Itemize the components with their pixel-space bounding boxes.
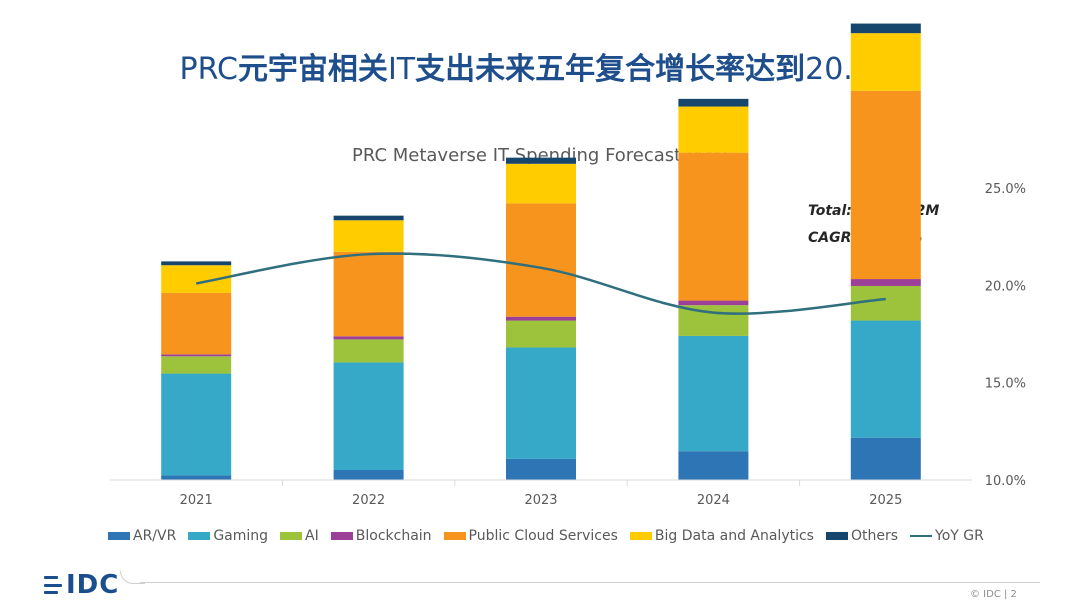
y-tick-label: 25.0% <box>985 182 1026 197</box>
bar-ai-2022 <box>333 339 404 363</box>
bar-others-2022 <box>333 215 404 221</box>
legend-item: YoY GR <box>910 528 984 544</box>
legend-label: Big Data and Analytics <box>654 528 814 544</box>
title-it: IT <box>387 52 416 87</box>
legend-swatch-ar-vr <box>108 532 130 540</box>
logo-mark-icon <box>44 576 62 594</box>
y-tick-label: 20.0% <box>985 279 1026 294</box>
bar-big-data-and-analytics-2023 <box>506 163 576 204</box>
yoy-growth-line <box>195 252 886 315</box>
bar-ar-vr-2022 <box>333 470 404 480</box>
bar-public-cloud-services-2023 <box>506 203 576 317</box>
legend-label: YoY GR <box>935 528 984 544</box>
bar-big-data-and-analytics-2025 <box>850 33 921 91</box>
axis-layer: 2021 2022 2023 2024 2025 25.0% 20.0% 15.0% 10.0% <box>110 182 1026 508</box>
bar-blockchain-2021 <box>161 354 232 357</box>
footer-note: © IDC | 2 <box>970 589 1017 600</box>
bar-others-2025 <box>850 23 921 34</box>
legend-swatch-others <box>825 532 848 540</box>
legend-label: Public Cloud Services <box>468 528 618 544</box>
title-growth: 支出未来五年复合增长率达到 <box>415 52 806 87</box>
legend-label: Others <box>850 528 899 544</box>
bar-others-2024 <box>678 98 749 107</box>
legend-label: Gaming <box>213 528 269 544</box>
bar-blockchain-2022 <box>333 336 404 340</box>
legend-swatch-ai <box>280 532 303 540</box>
bar-ai-2025 <box>850 285 921 321</box>
bar-ar-vr-2025 <box>850 437 921 480</box>
bar-others-2021 <box>161 261 232 266</box>
chart-title: PRC Metaverse IT Spending Forecast ($M) <box>351 145 728 166</box>
bar-gaming-2022 <box>333 362 404 471</box>
x-tick-label: 2021 <box>180 493 213 508</box>
chart-svg: 2021 2022 2023 2024 2025 25.0% 20.0% 15.0% 10.0% <box>110 23 1026 508</box>
bar-big-data-and-analytics-2024 <box>678 106 749 153</box>
bar-big-data-and-analytics-2022 <box>333 220 404 252</box>
page-number: 2 <box>1010 589 1017 600</box>
bar-blockchain-2025 <box>850 279 921 286</box>
legend-item: Blockchain <box>330 528 432 544</box>
x-tick-label: 2024 <box>697 493 730 508</box>
bar-public-cloud-services-2022 <box>333 251 404 337</box>
bar-gaming-2025 <box>850 320 921 438</box>
line-layer <box>195 252 886 315</box>
title-metaverse: 元宇宙相关 <box>237 52 388 87</box>
legend-label: Blockchain <box>355 528 432 544</box>
legend-swatch-public-cloud <box>443 532 466 540</box>
bar-blockchain-2024 <box>678 300 749 306</box>
bar-public-cloud-services-2024 <box>678 152 749 301</box>
footer-line <box>140 582 1040 583</box>
title-prc: PRC <box>179 52 238 87</box>
x-tick-label: 2022 <box>352 493 385 508</box>
copyright: © IDC <box>970 589 1001 600</box>
bar-others-2023 <box>506 157 576 164</box>
legend-item: Big Data and Analytics <box>629 528 814 544</box>
logo-text: IDC <box>66 570 120 600</box>
bars-layer <box>161 23 921 480</box>
legend-label: AR/VR <box>133 528 177 544</box>
bar-gaming-2024 <box>678 335 749 452</box>
bar-public-cloud-services-2021 <box>161 292 232 355</box>
bar-ai-2021 <box>161 356 232 374</box>
idc-logo: IDC <box>44 570 119 600</box>
legend-swatch-blockchain <box>330 532 353 540</box>
legend-item: AR/VR <box>108 528 176 544</box>
bar-gaming-2021 <box>161 373 232 476</box>
bar-ai-2023 <box>506 320 576 348</box>
legend-label: AI <box>305 528 319 544</box>
legend-item: Public Cloud Services <box>443 528 618 544</box>
y-tick-label: 10.0% <box>985 474 1026 489</box>
legend-swatch-big-data <box>629 532 652 540</box>
legend-item: Others <box>825 528 899 544</box>
bar-ar-vr-2024 <box>678 451 749 480</box>
bar-blockchain-2023 <box>506 316 576 321</box>
legend-swatch-gaming <box>188 532 211 540</box>
y-tick-label: 15.0% <box>985 377 1026 392</box>
bar-gaming-2023 <box>506 347 576 459</box>
x-tick-label: 2023 <box>524 493 557 508</box>
legend: AR/VR Gaming AI Blockchain Public Cloud … <box>108 528 996 544</box>
bar-public-cloud-services-2025 <box>850 90 921 280</box>
bar-ar-vr-2021 <box>161 475 232 480</box>
legend-line-yoy <box>910 535 933 537</box>
legend-item: AI <box>280 528 319 544</box>
bar-ar-vr-2023 <box>506 458 576 480</box>
legend-item: Gaming <box>188 528 268 544</box>
x-tick-label: 2025 <box>869 493 902 508</box>
